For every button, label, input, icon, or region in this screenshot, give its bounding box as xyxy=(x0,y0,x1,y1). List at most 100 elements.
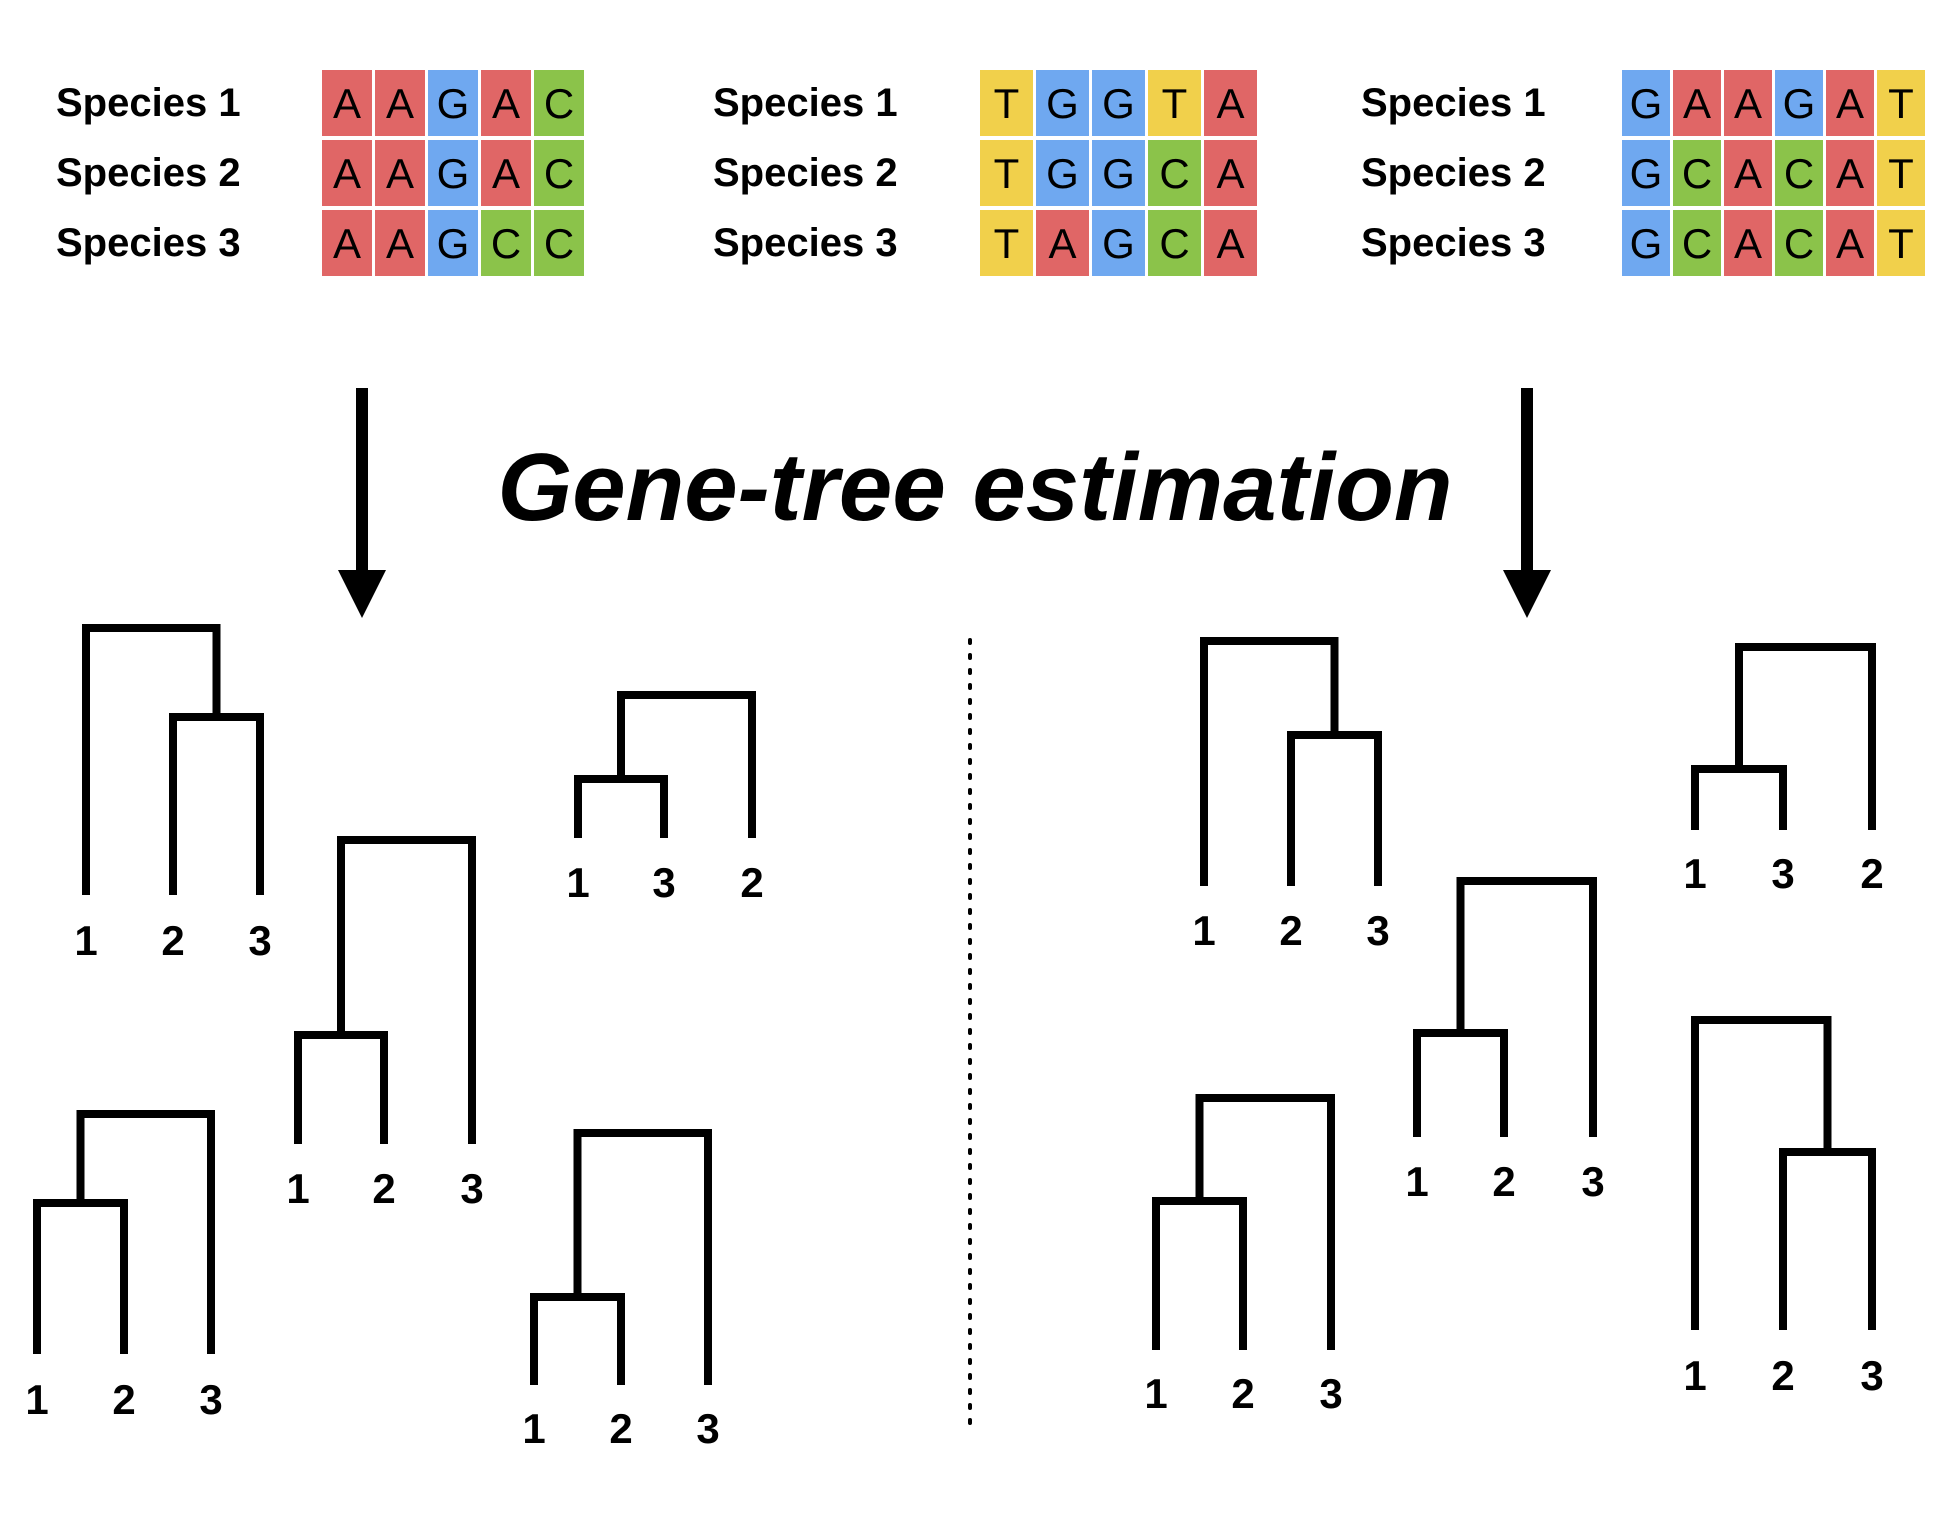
base-cell-C xyxy=(534,210,584,276)
base-cell-C xyxy=(1775,210,1823,276)
gene-tree-right-panel-2: 1 3 2 xyxy=(1683,643,1884,897)
base-cell-G xyxy=(428,140,478,206)
base-letter: C xyxy=(1682,220,1712,267)
species-label: Species 2 xyxy=(1361,151,1546,195)
base-letter: G xyxy=(1630,80,1663,127)
base-cell-G xyxy=(1092,210,1145,276)
base-cell-C xyxy=(1148,140,1201,206)
base-letter: A xyxy=(1836,150,1864,197)
base-letter: A xyxy=(1836,220,1864,267)
species-label: Species 3 xyxy=(1361,221,1546,265)
base-letter: G xyxy=(1102,80,1135,127)
base-cell-T xyxy=(980,70,1033,136)
base-cell-G xyxy=(1775,70,1823,136)
tree-branches xyxy=(1200,637,1382,886)
base-cell-A xyxy=(1826,140,1874,206)
tree-branches xyxy=(33,1110,215,1354)
base-letter: A xyxy=(492,80,520,127)
base-letter: A xyxy=(1734,150,1762,197)
base-letter: C xyxy=(1784,150,1814,197)
base-cell-A xyxy=(1204,210,1257,276)
leaf-label: 2 xyxy=(161,917,184,964)
leaf-label: 1 xyxy=(286,1165,309,1212)
base-cell-C xyxy=(1148,210,1201,276)
leaf-label: 3 xyxy=(652,859,675,906)
species-label: Species 2 xyxy=(56,151,241,195)
gene-tree-left-panel-5: 1 2 3 xyxy=(522,1129,720,1452)
gene-tree-right-panel-3: 1 2 3 xyxy=(1405,877,1605,1205)
species-label: Species 3 xyxy=(56,221,241,265)
base-letter: G xyxy=(1630,150,1663,197)
base-letter: C xyxy=(1159,220,1189,267)
base-cell-A xyxy=(375,70,425,136)
leaf-label: 1 xyxy=(1683,1352,1706,1399)
species-label: Species 2 xyxy=(713,151,898,195)
base-letter: A xyxy=(386,80,414,127)
leaf-label: 1 xyxy=(1683,850,1706,897)
base-cell-A xyxy=(375,210,425,276)
base-cell-A xyxy=(1673,70,1721,136)
leaf-label: 1 xyxy=(522,1405,545,1452)
base-cell-A xyxy=(322,140,372,206)
leaf-label: 3 xyxy=(696,1405,719,1452)
leaf-label: 2 xyxy=(740,859,763,906)
base-cell-T xyxy=(980,210,1033,276)
leaf-label: 1 xyxy=(1405,1158,1428,1205)
tree-branches xyxy=(1413,877,1597,1137)
base-letter: G xyxy=(1783,80,1816,127)
base-letter: T xyxy=(1162,80,1188,127)
base-cell-T xyxy=(980,140,1033,206)
leaf-label: 2 xyxy=(1771,1352,1794,1399)
base-cell-A xyxy=(1724,210,1772,276)
leaf-label: 3 xyxy=(1366,907,1389,954)
base-cell-A xyxy=(1036,210,1089,276)
base-letter: A xyxy=(1216,220,1244,267)
base-cell-C xyxy=(1775,140,1823,206)
gene-tree-left-panel-1: 1 2 3 xyxy=(74,624,272,964)
base-letter: G xyxy=(1630,220,1663,267)
arrows xyxy=(338,388,1551,618)
gene-tree-left-panel-2: 1 3 2 xyxy=(566,691,764,906)
base-letter: A xyxy=(1216,80,1244,127)
base-letter: A xyxy=(333,220,361,267)
base-cell-A xyxy=(1204,140,1257,206)
base-letter: T xyxy=(994,80,1020,127)
left-arrow xyxy=(338,388,386,618)
base-letter: C xyxy=(544,150,574,197)
base-cell-A xyxy=(481,140,531,206)
leaf-label: 3 xyxy=(460,1165,483,1212)
base-letter: G xyxy=(1102,150,1135,197)
base-cell-G xyxy=(428,210,478,276)
base-letter: G xyxy=(437,150,470,197)
species-label: Species 3 xyxy=(713,221,898,265)
base-letter: G xyxy=(1102,220,1135,267)
base-letter: A xyxy=(1734,80,1762,127)
leaf-label: 3 xyxy=(1319,1370,1342,1417)
base-cell-A xyxy=(322,70,372,136)
base-letter: C xyxy=(544,220,574,267)
gene-tree-right-panel-1: 1 2 3 xyxy=(1192,637,1390,954)
base-cell-G xyxy=(1092,140,1145,206)
base-letter: C xyxy=(1682,150,1712,197)
base-letter: C xyxy=(1159,150,1189,197)
tree-branches xyxy=(294,836,476,1144)
gene-tree-right-panel-4: 1 2 3 xyxy=(1144,1094,1343,1417)
tree-branches xyxy=(1691,643,1876,830)
base-cell-G xyxy=(1092,70,1145,136)
leaf-label: 3 xyxy=(248,917,271,964)
base-letter: T xyxy=(994,220,1020,267)
base-letter: T xyxy=(994,150,1020,197)
gene-tree-left-panel-3: 1 2 3 xyxy=(286,836,484,1212)
base-letter: A xyxy=(333,150,361,197)
leaf-label: 1 xyxy=(1192,907,1215,954)
base-letter: T xyxy=(1888,220,1914,267)
base-cell-T xyxy=(1148,70,1201,136)
base-letter: A xyxy=(1836,80,1864,127)
base-cell-A xyxy=(1826,210,1874,276)
gene-tree-left-panel-4: 1 2 3 xyxy=(25,1110,223,1423)
base-cell-A xyxy=(481,70,531,136)
base-cell-G xyxy=(1622,210,1670,276)
base-letter: A xyxy=(1048,220,1076,267)
leaf-label: 1 xyxy=(566,859,589,906)
